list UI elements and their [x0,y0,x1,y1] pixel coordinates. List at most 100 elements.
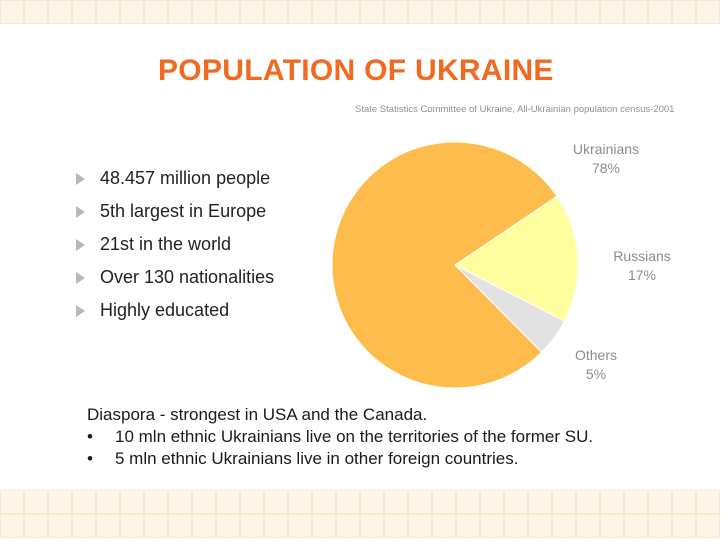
decor-cell [360,514,384,538]
decor-cell [576,490,600,514]
decor-cell [216,0,240,24]
decor-cell [408,514,432,538]
fact-item: 5th largest in Europe [76,199,274,232]
decor-cell [192,0,216,24]
decor-cell [96,0,120,24]
decor-cell [336,514,360,538]
bullet-arrow-icon [76,305,85,317]
decor-cell [552,0,576,24]
decor-cell [48,0,72,24]
decor-cell [528,0,552,24]
fact-list: 48.457 million people 5th largest in Eur… [76,166,274,331]
decor-cell [72,514,96,538]
decor-cell [648,514,672,538]
decor-cell [288,0,312,24]
decor-cell [552,514,576,538]
fact-text: Over 130 nationalities [100,267,275,287]
decor-cell [120,0,144,24]
fact-item: 48.457 million people [76,166,274,199]
decor-cell [72,0,96,24]
decor-cell [264,0,288,24]
diaspora-item-text: 5 mln ethnic Ukrainians live in other fo… [115,449,519,468]
slice-value: 5% [585,366,607,382]
decor-cell [504,490,528,514]
decor-cell [312,0,336,24]
decor-cell [552,490,576,514]
fact-text: 48.457 million people [100,168,271,188]
bullet-arrow-icon [76,272,85,284]
decor-cell [432,490,456,514]
slice-label-ukrainians: Ukrainians 78% [564,140,648,178]
decor-cell [408,490,432,514]
slice-value: 78% [591,160,621,176]
decor-cell [264,490,288,514]
bullet-arrow-icon [76,206,85,218]
decor-cell [528,490,552,514]
chart-source-note: State Statistics Committee of Ukraine, A… [355,104,675,115]
slide-title: POPULATION OF UKRAINE [158,54,554,87]
decor-cell [0,0,24,24]
decor-cell [144,490,168,514]
decor-cell [192,514,216,538]
slice-name: Others [574,347,617,363]
decor-cell [648,0,672,24]
diaspora-item: • 10 mln ethnic Ukrainians live on the te… [87,426,707,448]
decor-cell [288,490,312,514]
fact-item: 21st in the world [76,232,274,265]
decor-cell [384,514,408,538]
fact-item: Highly educated [76,298,274,331]
decor-cell [696,0,720,24]
decor-cell [96,490,120,514]
decor-cell [672,490,696,514]
decor-cell [624,490,648,514]
fact-item: Over 130 nationalities [76,265,274,298]
decor-cell [168,0,192,24]
decor-cell [72,490,96,514]
population-pie-chart [331,141,579,389]
decor-cell [0,514,24,538]
decor-cell [480,0,504,24]
decor-cell [168,490,192,514]
decor-cell [336,0,360,24]
bullet-dot-icon: • [87,449,93,468]
bullet-dot-icon: • [87,427,93,446]
diaspora-item-text: 10 mln ethnic Ukrainians live on the ter… [115,427,594,446]
decor-cell [144,514,168,538]
top-decor-grid [0,0,720,24]
decor-cell [504,514,528,538]
decor-cell [312,514,336,538]
decor-cell [120,490,144,514]
decor-cell [648,490,672,514]
decor-cell [672,514,696,538]
decor-cell [456,0,480,24]
decor-cell [576,0,600,24]
decor-cell [360,0,384,24]
decor-cell [696,490,720,514]
decor-cell [24,0,48,24]
decor-cell [264,514,288,538]
decor-cell [144,0,168,24]
slice-label-others: Others 5% [560,346,632,384]
decor-cell [480,514,504,538]
decor-cell [240,0,264,24]
decor-cell [480,490,504,514]
diaspora-text: Diaspora - strongest in USA and the Cana… [87,404,707,470]
pie-slice-russians [454,195,579,322]
fact-text: 5th largest in Europe [100,201,267,221]
bullet-arrow-icon [76,173,85,185]
decor-cell [456,514,480,538]
slice-label-russians: Russians 17% [604,247,680,285]
decor-cell [24,490,48,514]
decor-cell [432,514,456,538]
decor-cell [600,0,624,24]
bullet-arrow-icon [76,239,85,251]
bottom-decor-grid [0,490,720,538]
decor-cell [600,490,624,514]
decor-cell [384,490,408,514]
decor-cell [120,514,144,538]
decor-cell [240,490,264,514]
decor-cell [48,490,72,514]
decor-cell [240,514,264,538]
decor-cell [192,490,216,514]
decor-cell [408,0,432,24]
